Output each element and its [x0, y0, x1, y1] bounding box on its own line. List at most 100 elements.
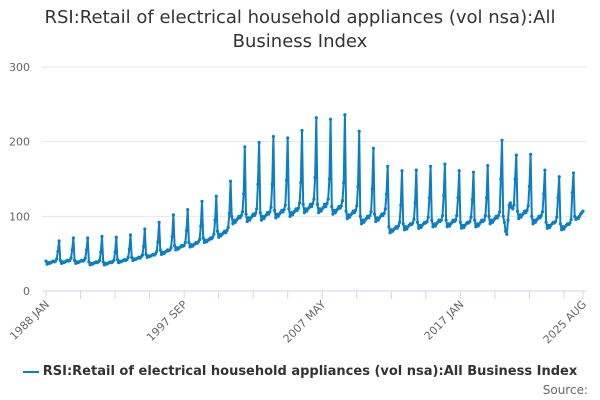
data-point [430, 218, 434, 222]
data-point [469, 215, 473, 219]
data-point [358, 214, 362, 218]
data-point [413, 201, 417, 205]
data-point [345, 216, 349, 221]
data-point [200, 199, 204, 203]
data-point [342, 181, 346, 185]
data-point [506, 218, 510, 222]
data-point [531, 222, 535, 226]
data-point [484, 196, 489, 200]
data-point [302, 211, 306, 215]
data-point [525, 208, 529, 212]
data-point [339, 204, 343, 208]
data-point [100, 234, 104, 239]
data-point [83, 256, 87, 260]
data-point [127, 247, 131, 251]
data-point [270, 182, 274, 186]
data-point [542, 192, 546, 196]
y-tick-label: 0 [23, 285, 30, 298]
data-point [353, 208, 358, 212]
data-point [544, 220, 548, 224]
data-point [242, 192, 246, 196]
data-point [427, 196, 432, 200]
data-point [187, 240, 191, 245]
data-point [428, 164, 433, 168]
data-point [227, 211, 231, 215]
data-point [71, 236, 75, 240]
data-point [568, 221, 572, 225]
data-point [296, 206, 301, 210]
data-point [156, 240, 160, 244]
data-point [287, 207, 291, 211]
data-point [383, 207, 387, 211]
data-point [517, 216, 521, 221]
data-point [384, 192, 389, 196]
legend-label: RSI:Retail of electrical household appli… [42, 364, 578, 379]
legend-item[interactable]: RSI:Retail of electrical household appli… [0, 364, 600, 379]
data-point [140, 253, 145, 257]
data-point [581, 209, 585, 213]
data-point [425, 219, 429, 224]
data-point [442, 193, 446, 198]
data-point [239, 213, 243, 218]
data-point [97, 258, 102, 262]
data-point [113, 250, 117, 254]
data-point [301, 202, 305, 206]
data-point [255, 207, 259, 211]
data-point [328, 117, 333, 121]
x-tick-label: 2025 AUG [541, 298, 590, 347]
data-point [286, 136, 290, 140]
data-point [230, 214, 234, 218]
x-tick-label: 2007 MAY [281, 298, 329, 346]
data-point [56, 249, 60, 254]
data-point [514, 153, 518, 157]
data-point [170, 234, 174, 239]
x-tick-label: 1988 JAN [7, 298, 52, 343]
data-point [426, 215, 430, 219]
data-point [501, 214, 505, 218]
data-point [557, 175, 561, 179]
data-point [312, 197, 316, 201]
data-point [356, 184, 360, 189]
data-point [359, 222, 364, 226]
data-point [183, 240, 187, 245]
data-point [369, 210, 373, 214]
data-point [483, 213, 487, 218]
data-point [172, 243, 177, 248]
data-point [317, 211, 321, 215]
data-point [498, 210, 502, 214]
data-point [253, 211, 258, 215]
data-point [326, 197, 330, 201]
data-point [458, 220, 462, 224]
y-tick-label: 200 [9, 136, 30, 149]
data-point [569, 217, 573, 221]
data-point [412, 217, 416, 221]
data-point [555, 215, 559, 219]
data-point [72, 258, 77, 262]
data-point [112, 258, 116, 262]
data-point [453, 218, 458, 222]
data-point [271, 134, 276, 139]
data-point [399, 203, 403, 207]
data-point [240, 210, 245, 214]
data-point [213, 218, 217, 222]
data-point [171, 213, 176, 217]
data-point [511, 207, 515, 211]
data-point [571, 171, 576, 175]
x-tick-label: 1997 SEP [144, 298, 190, 344]
data-point [257, 140, 261, 145]
data-point [482, 218, 486, 222]
data-point [386, 164, 390, 168]
data-point [527, 184, 532, 189]
data-point [226, 225, 230, 230]
y-tick-label: 300 [9, 61, 30, 74]
data-point [115, 258, 120, 262]
data-point [487, 214, 491, 218]
data-point [143, 227, 147, 231]
data-point [144, 252, 148, 257]
data-point [245, 219, 249, 224]
data-point [558, 222, 562, 226]
data-point [500, 138, 504, 142]
data-point [157, 220, 161, 224]
data-point [243, 145, 247, 149]
